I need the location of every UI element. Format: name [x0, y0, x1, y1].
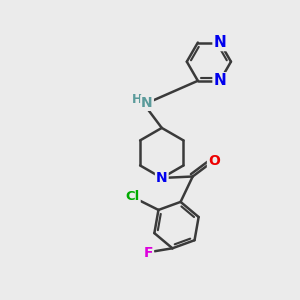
Text: H: H — [132, 93, 142, 106]
Text: N: N — [141, 96, 153, 110]
Text: N: N — [156, 171, 168, 185]
Text: O: O — [208, 154, 220, 168]
Text: N: N — [214, 73, 226, 88]
Text: Cl: Cl — [125, 190, 140, 202]
Text: N: N — [214, 35, 226, 50]
Text: F: F — [143, 246, 153, 260]
